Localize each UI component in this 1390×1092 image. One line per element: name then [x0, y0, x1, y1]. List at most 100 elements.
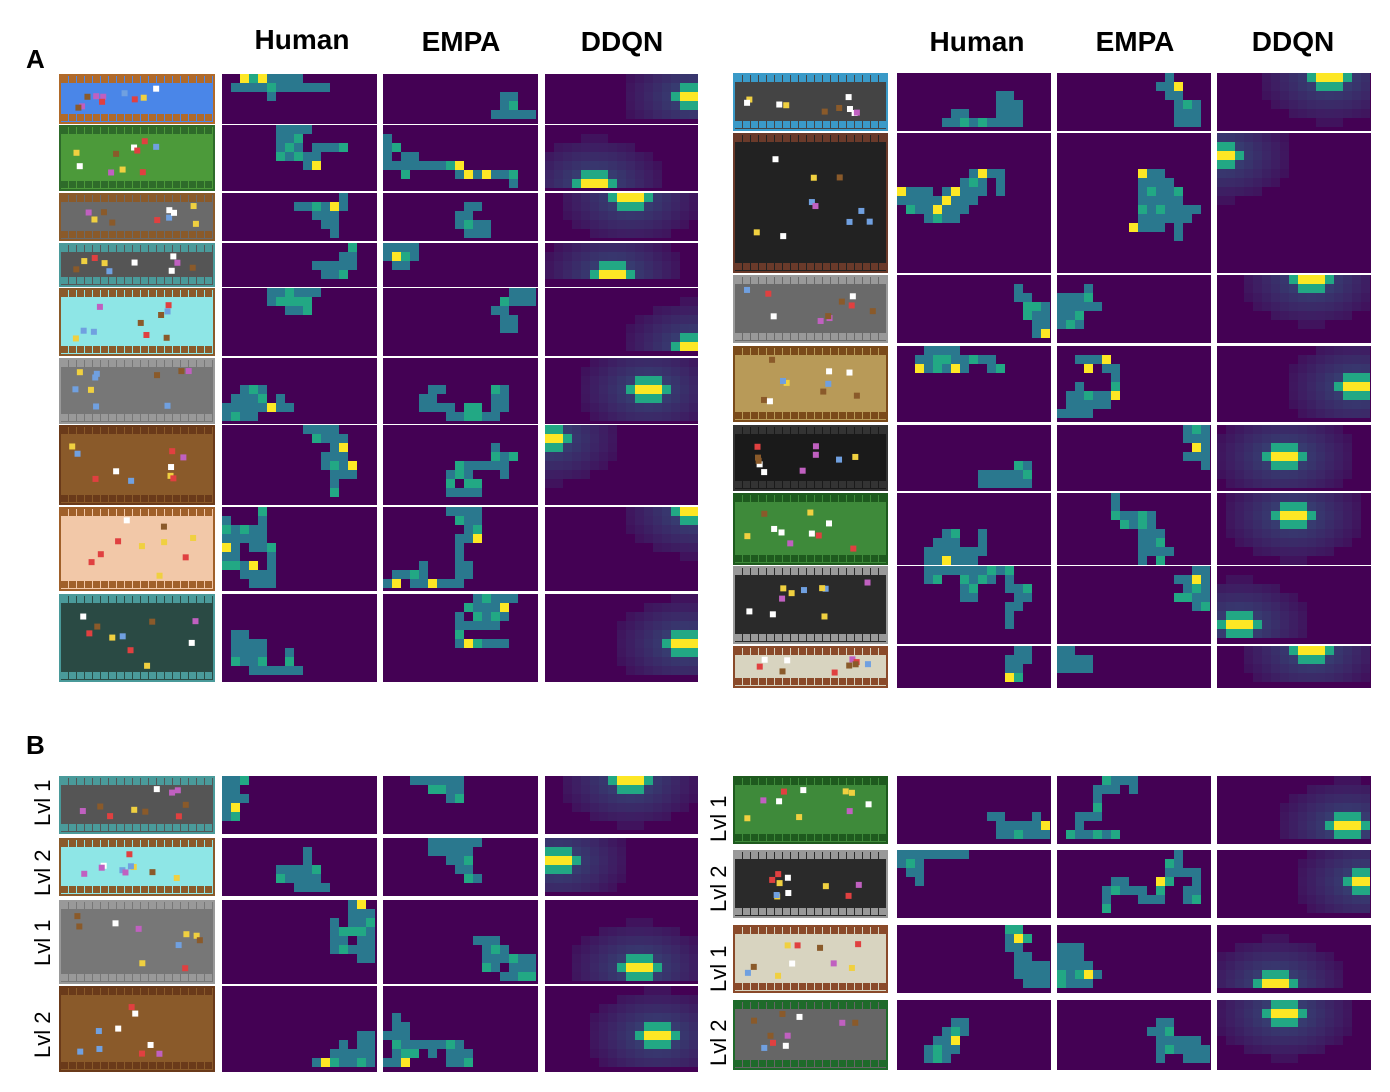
game-level-thumbnail — [59, 507, 215, 591]
panel-label-b: B — [26, 730, 45, 760]
heatmap-cells — [303, 425, 357, 497]
level-label: Lvl 1 — [30, 919, 55, 966]
header-human-left: Human — [254, 24, 350, 55]
heatmap-human — [897, 925, 1051, 993]
heatmap-cells — [942, 91, 1023, 127]
heatmap-cells — [1057, 943, 1102, 988]
heatmap-human — [897, 566, 1051, 644]
heatmap-human — [222, 358, 377, 424]
heatmap-cells — [455, 202, 491, 238]
game-level-thumbnail — [59, 900, 215, 984]
heatmap-cells — [222, 385, 294, 421]
heatmap-ddqn — [545, 358, 698, 424]
heatmap-ddqn — [1217, 646, 1371, 688]
heatmap-ddqn — [1217, 925, 1371, 993]
game-level-thumbnail — [733, 646, 888, 688]
game-level-thumbnail — [59, 776, 215, 834]
game-level-thumbnail — [733, 776, 888, 844]
thumbnail-sprites — [61, 195, 212, 238]
game-level-thumbnail — [59, 986, 215, 1072]
heatmap-human — [222, 507, 377, 591]
heatmap-ddqn — [1217, 850, 1371, 918]
heatmap-cells — [987, 812, 1050, 839]
game-level-thumbnail — [59, 425, 215, 505]
heatmap-cells — [1280, 776, 1370, 839]
thumbnail-sprites — [61, 427, 212, 502]
heatmap-human — [222, 288, 377, 356]
heatmap-cells — [276, 847, 330, 892]
heatmap-human — [222, 74, 377, 124]
game-level-thumbnail — [59, 288, 215, 356]
heatmap-cells — [222, 507, 276, 588]
game-level-thumbnail — [733, 925, 888, 993]
thumbnail-sprites — [735, 927, 886, 990]
heatmap-cells — [897, 850, 969, 886]
header-empa-right: EMPA — [1095, 26, 1175, 57]
thumbnail-sprites — [61, 596, 212, 679]
heatmap-cells — [312, 1031, 375, 1067]
heatmap-cells — [1014, 284, 1050, 338]
heatmap-human — [222, 425, 377, 505]
heatmap-cells — [491, 288, 536, 333]
heatmap-cells — [330, 900, 375, 963]
heatmap-cells — [383, 134, 518, 188]
heatmap-cells — [1183, 425, 1210, 470]
game-level-thumbnail — [733, 566, 888, 644]
heatmap-cells — [1129, 169, 1201, 241]
thumbnail-sprites — [61, 840, 212, 893]
heatmap-cells — [231, 630, 303, 675]
heatmap-cells — [1111, 493, 1174, 565]
heatmap-human — [897, 346, 1051, 422]
level-label: Lvl 1 — [30, 779, 55, 826]
header-ddqn-left: DDQN — [580, 26, 664, 57]
heatmap-empa — [1057, 275, 1211, 343]
heatmap-cells — [1217, 425, 1352, 488]
heatmap-ddqn — [1217, 1000, 1371, 1070]
heatmap-empa — [1057, 925, 1211, 993]
thumbnail-sprites — [735, 348, 886, 419]
heatmap-cells — [545, 838, 626, 892]
heatmap-cells — [491, 92, 536, 119]
heatmap-empa — [1057, 850, 1211, 918]
heatmap-cells — [383, 1013, 473, 1067]
game-level-thumbnail — [733, 73, 888, 131]
heatmap-cells — [1005, 646, 1032, 682]
heatmap-ddqn — [545, 193, 698, 241]
thumbnail-sprites — [735, 427, 886, 488]
heatmap-empa — [383, 776, 538, 834]
heatmap-human — [222, 776, 377, 834]
heatmap-human — [222, 243, 377, 287]
heatmap-empa — [1057, 493, 1211, 565]
heatmap-ddqn — [545, 243, 698, 287]
heatmap-cells — [1217, 575, 1307, 638]
heatmap-cells — [455, 594, 518, 648]
heatmap-empa — [383, 243, 538, 287]
heatmap-cells — [1174, 566, 1210, 611]
header-human-right: Human — [929, 26, 1025, 57]
game-level-thumbnail — [59, 358, 215, 424]
heatmap-human — [897, 646, 1051, 688]
heatmap-human — [222, 594, 377, 682]
heatmap-ddqn — [545, 776, 698, 834]
heatmap-cells — [545, 425, 617, 488]
heatmap-cells — [312, 243, 357, 279]
heatmap-cells — [267, 288, 321, 315]
heatmap-cells — [1156, 73, 1201, 127]
heatmap-cells — [1057, 284, 1102, 329]
heatmap-empa — [383, 425, 538, 505]
heatmap-cells — [924, 529, 987, 565]
thumbnail-sprites — [61, 509, 212, 588]
panel-label-a: A — [26, 44, 45, 74]
game-level-thumbnail — [733, 275, 888, 343]
thumbnail-sprites — [735, 75, 886, 128]
heatmap-ddqn — [1217, 493, 1371, 565]
thumbnail-sprites — [61, 360, 212, 421]
heatmap-cells — [383, 243, 419, 270]
heatmap-ddqn — [1217, 566, 1371, 644]
heatmap-cells — [617, 594, 698, 675]
heatmap-empa — [1057, 646, 1211, 688]
heatmap-empa — [383, 74, 538, 124]
heatmap-ddqn — [1217, 73, 1371, 131]
thumbnail-sprites — [735, 852, 886, 915]
heatmap-cells — [419, 385, 509, 421]
